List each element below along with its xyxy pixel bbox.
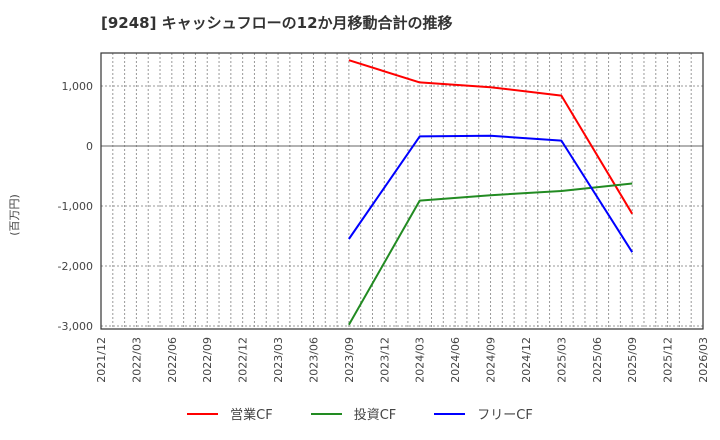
svg-text:2025/12: 2025/12 <box>662 337 675 383</box>
legend-swatch-green <box>310 412 342 415</box>
svg-text:2023/12: 2023/12 <box>378 337 391 383</box>
svg-text:2026/03: 2026/03 <box>697 337 710 383</box>
legend: 営業CF 投資CF フリーCF <box>0 404 720 423</box>
svg-text:2022/03: 2022/03 <box>130 337 143 383</box>
svg-text:0: 0 <box>86 140 93 153</box>
legend-item-free-cf: フリーCF <box>434 404 533 423</box>
svg-text:2024/06: 2024/06 <box>449 337 462 383</box>
svg-text:2023/09: 2023/09 <box>343 337 356 383</box>
chart-title: [9248] キャッシュフローの12か月移動合計の推移 <box>101 14 453 32</box>
svg-text:2025/09: 2025/09 <box>626 337 639 383</box>
legend-label: フリーCF <box>477 408 533 423</box>
legend-label: 営業CF <box>230 408 273 423</box>
legend-label: 投資CF <box>353 408 397 423</box>
svg-text:2022/06: 2022/06 <box>166 337 179 383</box>
svg-text:-3,000: -3,000 <box>58 320 93 333</box>
svg-text:2025/06: 2025/06 <box>591 337 604 383</box>
svg-text:1,000: 1,000 <box>62 80 94 93</box>
svg-text:2024/09: 2024/09 <box>485 337 498 383</box>
legend-item-investing-cf: 投資CF <box>310 404 397 423</box>
svg-text:2024/03: 2024/03 <box>414 337 427 383</box>
legend-swatch-red <box>187 412 219 415</box>
svg-text:2022/12: 2022/12 <box>237 337 250 383</box>
svg-text:2023/06: 2023/06 <box>307 337 320 383</box>
svg-text:2021/12: 2021/12 <box>95 337 108 383</box>
legend-item-operating-cf: 営業CF <box>187 404 273 423</box>
svg-text:2022/09: 2022/09 <box>201 337 214 383</box>
svg-text:2023/03: 2023/03 <box>272 337 285 383</box>
legend-swatch-blue <box>434 412 466 415</box>
svg-text:-1,000: -1,000 <box>58 200 93 213</box>
svg-text:2025/03: 2025/03 <box>555 337 568 383</box>
svg-text:-2,000: -2,000 <box>58 260 93 273</box>
svg-text:2024/12: 2024/12 <box>520 337 533 383</box>
